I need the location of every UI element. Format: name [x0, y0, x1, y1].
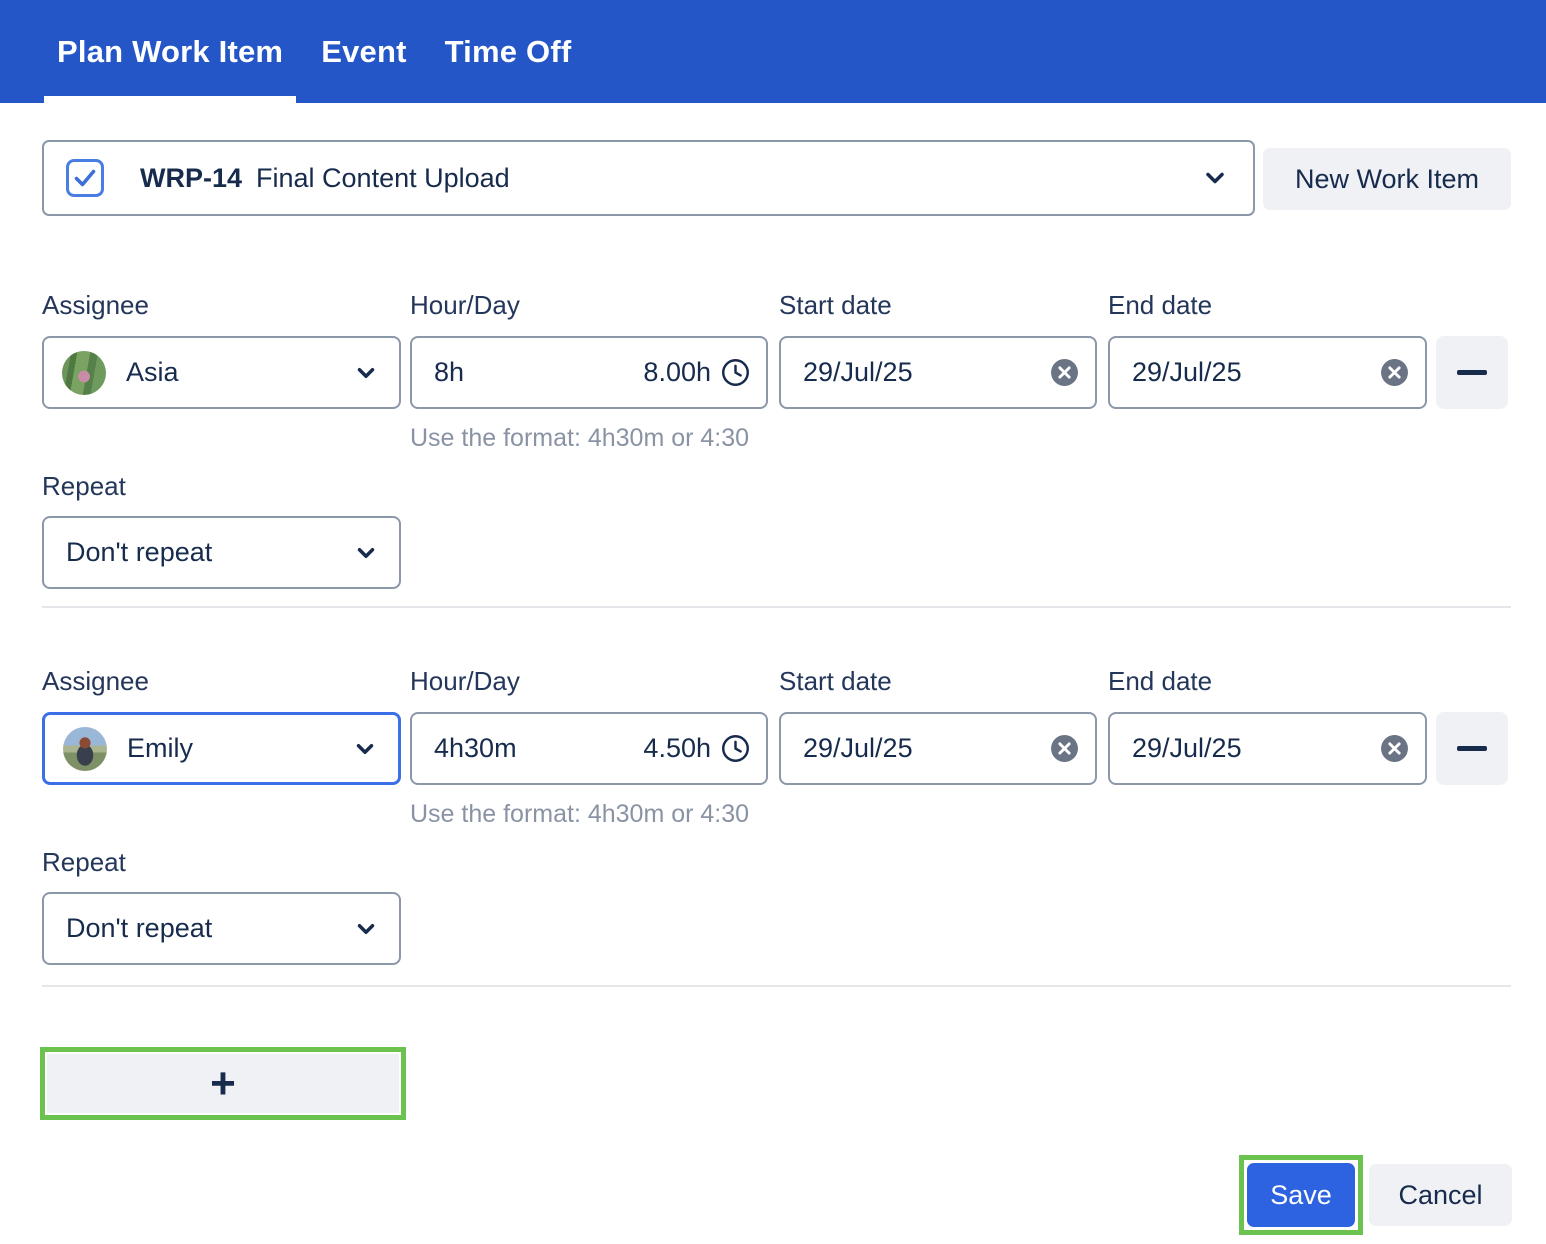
hour-value: 8h — [434, 357, 465, 387]
chevron-down-icon — [1206, 172, 1224, 184]
add-row-highlight: + — [40, 1047, 406, 1120]
tab-label: Event — [321, 33, 407, 69]
remove-row-button[interactable] — [1436, 712, 1508, 785]
plan-work-item-form: WRP-14 Final Content Upload New Work Ite… — [0, 140, 1546, 1235]
start-date-value: 29/Jul/25 — [803, 733, 913, 763]
end-date-input[interactable]: 29/Jul/25 — [1108, 336, 1427, 409]
end-date-value: 29/Jul/25 — [1132, 733, 1242, 763]
repeat-select[interactable]: Don't repeat — [42, 892, 401, 965]
tab-label: Plan Work Item — [57, 33, 284, 69]
hour-day-label: Hour/Day — [410, 666, 520, 696]
clear-end-date-button[interactable] — [1380, 358, 1409, 387]
work-item-checkbox[interactable] — [66, 159, 104, 197]
assignee-select[interactable]: Emily — [42, 712, 401, 785]
start-date-input[interactable]: 29/Jul/25 — [779, 712, 1097, 785]
section-divider — [42, 985, 1511, 987]
clear-start-date-button[interactable] — [1050, 358, 1079, 387]
hour-day-input[interactable]: 4h30m 4.50h — [410, 712, 768, 785]
remove-row-button[interactable] — [1436, 336, 1508, 409]
assignee-avatar — [63, 726, 107, 771]
tab-time-off[interactable]: Time Off — [432, 0, 585, 103]
field-labels-row: Assignee Hour/Day Start date End date — [42, 290, 1511, 321]
assignee-label: Assignee — [42, 290, 149, 320]
clear-end-date-button[interactable] — [1380, 734, 1409, 763]
field-labels-row: Assignee Hour/Day Start date End date — [42, 666, 1511, 697]
save-highlight: Save — [1239, 1155, 1363, 1235]
clock-icon — [722, 735, 749, 762]
start-date-value: 29/Jul/25 — [803, 357, 913, 387]
section-divider — [42, 606, 1511, 608]
new-work-item-button[interactable]: New Work Item — [1263, 148, 1511, 210]
clock-icon — [722, 359, 749, 386]
circle-x-icon — [1381, 359, 1408, 386]
hour-day-input[interactable]: 8h 8.00h — [410, 336, 768, 409]
assignment-row: Emily 4h30m 4.50h 29/Jul/25 — [42, 712, 1511, 785]
hour-value: 4h30m — [434, 733, 517, 763]
plus-icon: + — [210, 1058, 236, 1108]
chevron-down-icon — [356, 743, 374, 754]
repeat-value: Don't repeat — [66, 537, 213, 567]
assignee-select[interactable]: Asia — [42, 336, 401, 409]
tab-bar: Plan Work Item Event Time Off — [0, 0, 1546, 103]
circle-x-icon — [1051, 735, 1078, 762]
hour-format-helper: Use the format: 4h30m or 4:30 — [410, 424, 750, 452]
hour-day-label: Hour/Day — [410, 290, 520, 320]
clear-start-date-button[interactable] — [1050, 734, 1079, 763]
work-item-row: WRP-14 Final Content Upload New Work Ite… — [42, 140, 1511, 216]
circle-x-icon — [1051, 359, 1078, 386]
assignee-label: Assignee — [42, 666, 149, 696]
tab-plan-work-item[interactable]: Plan Work Item — [44, 0, 297, 103]
repeat-label: Repeat — [42, 847, 126, 877]
check-icon — [74, 169, 96, 187]
end-date-label: End date — [1108, 290, 1213, 320]
chevron-down-icon — [357, 923, 375, 934]
save-button[interactable]: Save — [1247, 1163, 1355, 1227]
work-item-key: WRP-14 — [140, 162, 243, 193]
repeat-label: Repeat — [42, 471, 126, 501]
start-date-label: Start date — [779, 666, 892, 696]
chevron-down-icon — [357, 547, 375, 558]
start-date-label: Start date — [779, 290, 892, 320]
minus-icon — [1457, 370, 1487, 375]
work-item-select[interactable]: WRP-14 Final Content Upload — [42, 140, 1255, 216]
hour-format-helper: Use the format: 4h30m or 4:30 — [410, 800, 750, 828]
repeat-select[interactable]: Don't repeat — [42, 516, 401, 589]
end-date-value: 29/Jul/25 — [1132, 357, 1242, 387]
chevron-down-icon — [357, 367, 375, 378]
start-date-input[interactable]: 29/Jul/25 — [779, 336, 1097, 409]
tab-label: Time Off — [444, 33, 572, 69]
work-item-title: Final Content Upload — [256, 162, 510, 193]
hour-computed: 4.50h — [643, 733, 711, 763]
cancel-button[interactable]: Cancel — [1369, 1164, 1512, 1226]
assignment-row: Asia 8h 8.00h 29/Jul/25 — [42, 336, 1511, 409]
assignee-avatar — [62, 350, 106, 395]
assignee-name: Asia — [126, 357, 179, 387]
minus-icon — [1457, 746, 1487, 751]
tab-event[interactable]: Event — [308, 0, 419, 103]
repeat-value: Don't repeat — [66, 913, 213, 943]
hour-computed: 8.00h — [643, 357, 711, 387]
assignee-name: Emily — [127, 733, 193, 763]
end-date-input[interactable]: 29/Jul/25 — [1108, 712, 1427, 785]
add-row-button[interactable]: + — [47, 1054, 399, 1113]
footer-actions: Save Cancel — [42, 1155, 1512, 1235]
end-date-label: End date — [1108, 666, 1213, 696]
circle-x-icon — [1381, 735, 1408, 762]
